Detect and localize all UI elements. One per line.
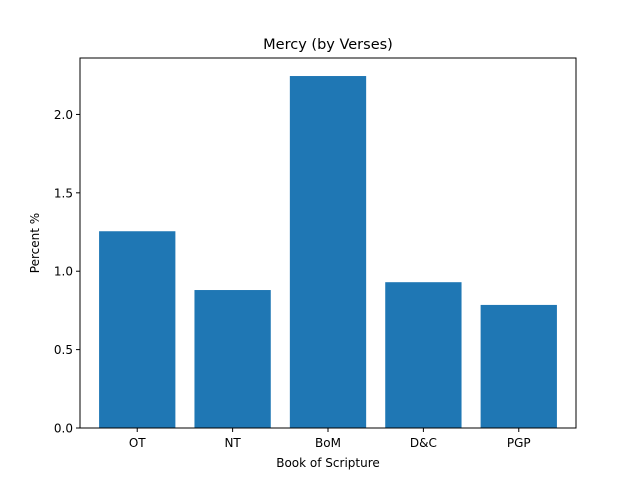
- x-axis-ticks: OT NT BoM D&C PGP: [129, 428, 531, 450]
- y-axis-ticks: 0.0 0.5 1.0 1.5 2.0: [54, 108, 80, 436]
- bar-bom: [289, 76, 367, 428]
- bar-pgp: [480, 304, 557, 428]
- x-tick-label: NT: [224, 436, 241, 450]
- y-tick-label: 0.5: [54, 343, 73, 357]
- bar-nt: [194, 290, 271, 428]
- y-tick-label: 2.0: [54, 108, 73, 122]
- x-tick-label: BoM: [315, 436, 341, 450]
- bars: [99, 76, 557, 428]
- chart-title: Mercy (by Verses): [263, 37, 393, 53]
- x-tick-label: PGP: [507, 436, 531, 450]
- x-axis-label: Book of Scripture: [276, 456, 380, 470]
- y-tick-label: 0.0: [54, 422, 73, 436]
- bar-d-c: [385, 282, 462, 428]
- y-axis-label: Percent %: [28, 213, 42, 273]
- y-tick-label: 1.0: [54, 265, 73, 279]
- x-tick-label: D&C: [410, 436, 437, 450]
- bar-ot: [99, 231, 176, 428]
- y-tick-label: 1.5: [54, 186, 73, 200]
- plot-frame: [79, 57, 577, 429]
- x-tick-label: OT: [129, 436, 146, 450]
